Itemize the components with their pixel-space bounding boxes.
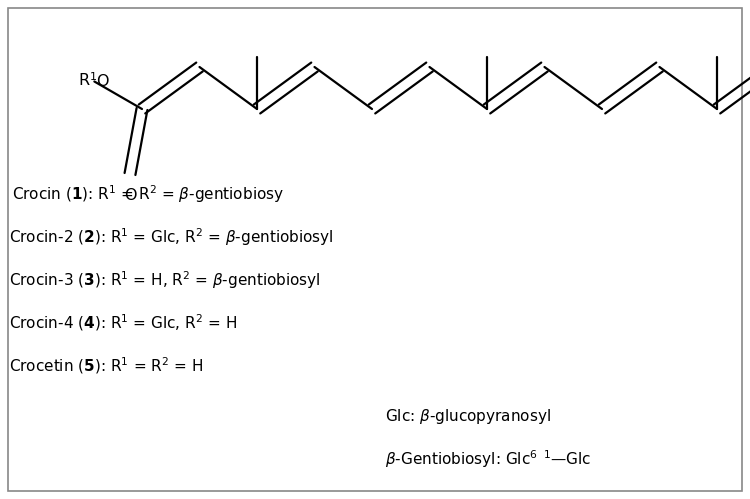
Text: Crocetin ($\mathbf{5}$): R$^1$ = R$^2$ = H: Crocetin ($\mathbf{5}$): R$^1$ = R$^2$ =… xyxy=(9,356,203,376)
Text: Crocin-3 ($\mathbf{3}$): R$^1$ = H, R$^2$ = $\beta$-gentiobiosyl: Crocin-3 ($\mathbf{3}$): R$^1$ = H, R$^2… xyxy=(9,269,321,291)
Text: Crocin-2 ($\mathbf{2}$): R$^1$ = Glc, R$^2$ = $\beta$-gentiobiosyl: Crocin-2 ($\mathbf{2}$): R$^1$ = Glc, R$… xyxy=(9,226,334,248)
Text: R: R xyxy=(78,73,89,88)
Text: Crocin-4 ($\mathbf{4}$): R$^1$ = Glc, R$^2$ = H: Crocin-4 ($\mathbf{4}$): R$^1$ = Glc, R$… xyxy=(9,313,237,333)
Text: Glc: $\beta$-glucopyranosyl: Glc: $\beta$-glucopyranosyl xyxy=(385,408,551,427)
Text: $^1$O: $^1$O xyxy=(89,71,111,90)
Text: O: O xyxy=(124,188,136,203)
Text: Crocin ($\mathbf{1}$): R$^1$ = R$^2$ = $\beta$-gentiobiosy: Crocin ($\mathbf{1}$): R$^1$ = R$^2$ = $… xyxy=(11,183,284,205)
Text: $\beta$-Gentiobiosyl: Glc$^{6\ \ 1}$—Glc: $\beta$-Gentiobiosyl: Glc$^{6\ \ 1}$—Glc xyxy=(385,448,592,470)
